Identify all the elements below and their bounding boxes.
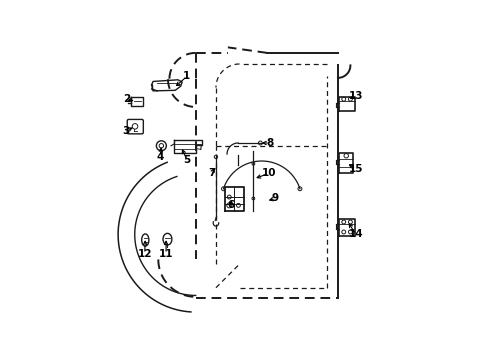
Text: 14: 14 [348,229,363,239]
Text: 10: 10 [261,168,275,179]
Text: 1: 1 [183,72,190,81]
Text: 11: 11 [159,249,173,259]
Text: 13: 13 [348,91,363,101]
Text: 6: 6 [227,201,234,210]
Text: 12: 12 [137,249,152,259]
Text: 8: 8 [266,138,273,148]
Text: 5: 5 [183,155,190,165]
Text: 2: 2 [122,94,130,104]
Text: 9: 9 [271,193,279,203]
Text: 15: 15 [348,164,363,174]
Text: 7: 7 [208,168,215,179]
Text: 3: 3 [122,126,130,135]
Text: 4: 4 [157,152,164,162]
